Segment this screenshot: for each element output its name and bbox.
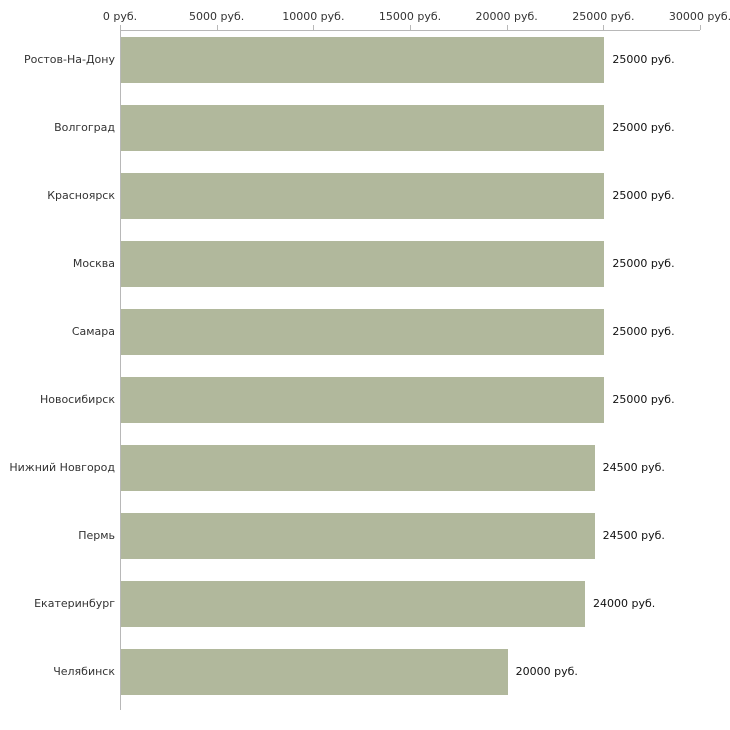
category-label: Самара (71, 325, 115, 338)
bar-row: Екатеринбург 24000 руб. (0, 574, 730, 642)
value-label: 25000 руб. (612, 257, 675, 270)
category-label: Челябинск (53, 665, 115, 678)
value-bar (121, 105, 605, 151)
value-label: 25000 руб. (612, 393, 675, 406)
bar-row: Новосибирск 25000 руб. (0, 370, 730, 438)
value-bar (121, 445, 595, 491)
x-axis-tick-label: 15000 руб. (378, 10, 442, 23)
x-axis-tick-label: 20000 руб. (475, 10, 538, 23)
category-label: Волгоград (54, 121, 115, 134)
category-label: Екатеринбург (34, 597, 115, 610)
x-axis-tick-label: 5000 руб. (189, 10, 245, 23)
x-axis-tick (216, 25, 218, 30)
x-axis-tick (410, 25, 411, 30)
value-label: 24500 руб. (602, 529, 665, 542)
x-axis-tick (506, 25, 508, 30)
category-label: Ростов-На-Дону (23, 53, 115, 66)
value-label: 20000 руб. (515, 665, 578, 678)
x-axis-line (120, 30, 700, 31)
bar-row: Москва 25000 руб. (0, 234, 730, 302)
category-label: Красноярск (47, 189, 115, 202)
value-label: 24000 руб. (593, 597, 656, 610)
bar-row: Пермь 24500 руб. (0, 506, 730, 574)
bar-row: Красноярск 25000 руб. (0, 166, 730, 234)
x-axis-tick (700, 25, 701, 30)
value-bar (121, 309, 605, 355)
x-axis-tick-label: 30000 руб. (668, 10, 730, 23)
value-label: 25000 руб. (612, 53, 675, 66)
value-label: 24500 руб. (602, 461, 665, 474)
value-bar (121, 241, 605, 287)
bar-row: Нижний Новгород 24500 руб. (0, 438, 730, 506)
x-axis-tick (313, 25, 315, 30)
x-axis-tick-label: 25000 руб. (572, 10, 635, 23)
x-axis-tick (603, 25, 605, 30)
bar-row: Челябинск 20000 руб. (0, 642, 730, 710)
x-axis-tick-label: 0 руб. (102, 10, 138, 23)
value-bar (121, 37, 605, 83)
value-label: 25000 руб. (612, 325, 675, 338)
value-bar (121, 581, 585, 627)
bar-row: Ростов-На-Дону 25000 руб. (0, 30, 730, 98)
category-label: Москва (72, 257, 115, 270)
value-bar (121, 513, 595, 559)
y-axis-line (120, 30, 121, 710)
bar-row: Волгоград 25000 руб. (0, 98, 730, 166)
value-bar (121, 377, 605, 423)
category-label: Пермь (78, 529, 115, 542)
value-label: 25000 руб. (612, 121, 675, 134)
x-axis-tick-label: 10000 руб. (282, 10, 345, 23)
value-label: 25000 руб. (612, 189, 675, 202)
value-bar (121, 649, 508, 695)
value-bar (121, 173, 605, 219)
category-label: Нижний Новгород (9, 461, 115, 474)
bar-row: Самара 25000 руб. (0, 302, 730, 370)
x-axis-tick (120, 25, 121, 30)
category-label: Новосибирск (39, 393, 115, 406)
